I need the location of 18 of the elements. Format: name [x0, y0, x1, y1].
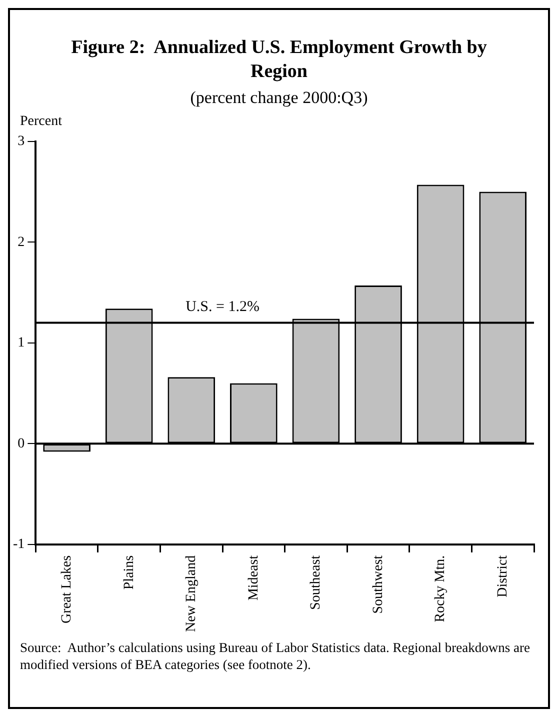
x-tick-label: Southeast: [308, 555, 324, 610]
chart-title: Figure 2: Annualized U.S. Employment Growth by Region: [70, 36, 488, 84]
x-tick-label: Great Lakes: [59, 555, 74, 624]
y-tick-label: 3: [18, 134, 25, 150]
x-tick-label: New England: [184, 555, 200, 632]
y-tick-label: 0: [18, 436, 25, 452]
x-tick-label: Southwest: [370, 555, 386, 614]
x-tick-label: Plains: [122, 555, 137, 590]
x-tick-label: Mideast: [246, 555, 262, 601]
chart-subtitle: (percent change 2000:Q3): [189, 88, 369, 108]
y-axis-title: Percent: [20, 114, 63, 130]
x-tick-label: District: [496, 555, 511, 598]
y-tick-label: 2: [18, 234, 25, 250]
y-tick-label: 1: [18, 336, 25, 351]
x-tick-label: Rocky Mtn.: [433, 555, 448, 622]
source-note: Source: Author’s calculations using Bureau of Labor Statistics data. Regional breakdowns are modified versions of BEA categories (see footnote 2).: [20, 639, 530, 673]
ref-line-label: U.S. = 1.2%: [186, 299, 260, 316]
y-tick-label: -1: [12, 537, 25, 552]
